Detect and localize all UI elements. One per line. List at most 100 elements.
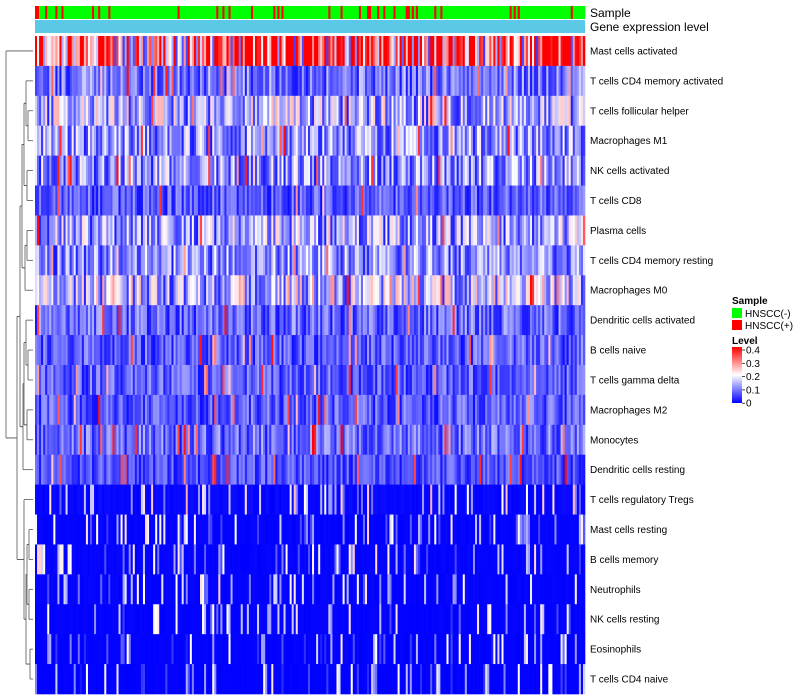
sample-cell bbox=[460, 6, 464, 19]
heatmap-cell bbox=[430, 394, 433, 426]
heatmap-cell bbox=[415, 484, 419, 515]
heatmap-cell bbox=[59, 36, 62, 67]
heatmap-cell bbox=[448, 36, 451, 67]
heatmap-cell bbox=[212, 365, 215, 396]
heatmap-cell bbox=[224, 275, 227, 306]
heatmap-cell bbox=[195, 36, 199, 67]
heatmap-cell bbox=[572, 394, 576, 426]
heatmap-cell bbox=[389, 484, 392, 515]
heatmap-cell bbox=[373, 65, 376, 97]
heatmap-cell bbox=[53, 125, 56, 156]
heatmap-cell bbox=[501, 65, 504, 97]
heatmap-cell bbox=[468, 305, 472, 336]
heatmap-cell bbox=[481, 36, 484, 67]
heatmap-cell bbox=[452, 275, 455, 306]
heatmap-cell bbox=[450, 305, 453, 336]
heatmap-cell bbox=[326, 275, 329, 306]
heatmap-cell bbox=[546, 365, 549, 396]
heatmap-cell bbox=[179, 36, 182, 67]
heatmap-cell bbox=[489, 335, 492, 366]
heatmap-cell bbox=[519, 125, 523, 156]
heatmap-cell bbox=[303, 155, 307, 186]
heatmap-cell bbox=[305, 424, 309, 456]
heatmap-cell bbox=[114, 155, 117, 186]
heatmap-cell bbox=[375, 365, 378, 396]
heatmap-cell bbox=[220, 275, 223, 306]
heatmap-cell bbox=[340, 424, 343, 456]
heatmap-cell bbox=[340, 36, 343, 67]
heatmap-cell bbox=[259, 275, 262, 306]
heatmap-cell bbox=[55, 544, 58, 575]
heatmap-cell bbox=[151, 394, 154, 426]
heatmap-cell bbox=[538, 365, 541, 396]
heatmap-cell bbox=[393, 424, 396, 456]
heatmap-cell bbox=[550, 365, 553, 396]
heatmap-cell bbox=[128, 36, 132, 67]
heatmap-cell bbox=[102, 484, 105, 515]
heatmap-cell bbox=[236, 185, 240, 216]
heatmap-cell bbox=[367, 454, 370, 485]
heatmap-cell bbox=[69, 424, 72, 456]
heatmap-cell bbox=[405, 514, 409, 545]
heatmap-cell bbox=[185, 454, 189, 485]
heatmap-cell bbox=[100, 95, 103, 127]
heatmap-cell bbox=[242, 125, 246, 156]
heatmap-cell bbox=[195, 125, 199, 156]
heatmap-cell bbox=[442, 215, 445, 246]
heatmap-cell bbox=[248, 424, 252, 456]
heatmap-cell bbox=[397, 514, 400, 545]
heatmap-cell bbox=[216, 305, 219, 336]
heatmap-cell bbox=[523, 95, 527, 127]
heatmap-cell bbox=[495, 514, 498, 545]
heatmap-cell bbox=[505, 125, 508, 156]
heatmap-cell bbox=[161, 514, 164, 545]
heatmap-cell bbox=[570, 305, 574, 336]
heatmap-cell bbox=[405, 215, 409, 246]
heatmap-cell bbox=[475, 275, 478, 306]
heatmap-cell bbox=[430, 36, 433, 67]
heatmap-cell bbox=[330, 185, 333, 216]
heatmap-cell bbox=[301, 484, 305, 515]
heatmap-cell bbox=[456, 514, 460, 545]
heatmap-cell bbox=[47, 125, 50, 156]
sample-cell bbox=[371, 6, 374, 19]
heatmap-cell bbox=[568, 454, 572, 485]
heatmap-cell bbox=[356, 95, 360, 127]
heatmap-cell bbox=[326, 65, 329, 97]
heatmap-cell bbox=[69, 125, 72, 156]
heatmap-cell bbox=[383, 65, 386, 97]
heatmap-cell bbox=[43, 36, 46, 67]
heatmap-cell bbox=[387, 365, 390, 396]
heatmap-cell bbox=[81, 185, 85, 216]
heatmap-cell bbox=[336, 514, 339, 545]
heatmap-cell bbox=[110, 215, 113, 246]
heatmap-cell bbox=[100, 275, 103, 306]
heatmap-cell bbox=[169, 424, 172, 456]
sample-cell bbox=[140, 6, 144, 19]
heatmap-cell bbox=[505, 36, 508, 67]
heatmap-cell bbox=[179, 424, 182, 456]
heatmap-cell bbox=[153, 454, 156, 485]
sample-cell bbox=[285, 6, 288, 19]
heatmap-cell bbox=[438, 155, 441, 186]
heatmap-cell bbox=[375, 65, 378, 97]
heatmap-cell bbox=[108, 245, 111, 276]
heatmap-cell bbox=[163, 454, 166, 485]
heatmap-cell bbox=[403, 185, 407, 216]
heatmap-cell bbox=[458, 95, 462, 127]
heatmap-cell bbox=[128, 454, 132, 485]
heatmap-cell bbox=[200, 65, 203, 97]
heatmap-cell bbox=[442, 394, 445, 426]
heatmap-cell bbox=[230, 215, 233, 246]
heatmap-cell bbox=[562, 65, 565, 97]
heatmap-cell bbox=[534, 484, 537, 515]
heatmap-cell bbox=[297, 215, 301, 246]
heatmap-cell bbox=[460, 305, 464, 336]
heatmap-cell bbox=[138, 36, 142, 67]
heatmap-cell bbox=[183, 185, 187, 216]
heatmap-cell bbox=[360, 305, 364, 336]
heatmap-cell bbox=[273, 394, 276, 426]
heatmap-cell bbox=[279, 484, 282, 515]
heatmap-cell bbox=[145, 36, 148, 67]
heatmap-cell bbox=[538, 185, 541, 216]
